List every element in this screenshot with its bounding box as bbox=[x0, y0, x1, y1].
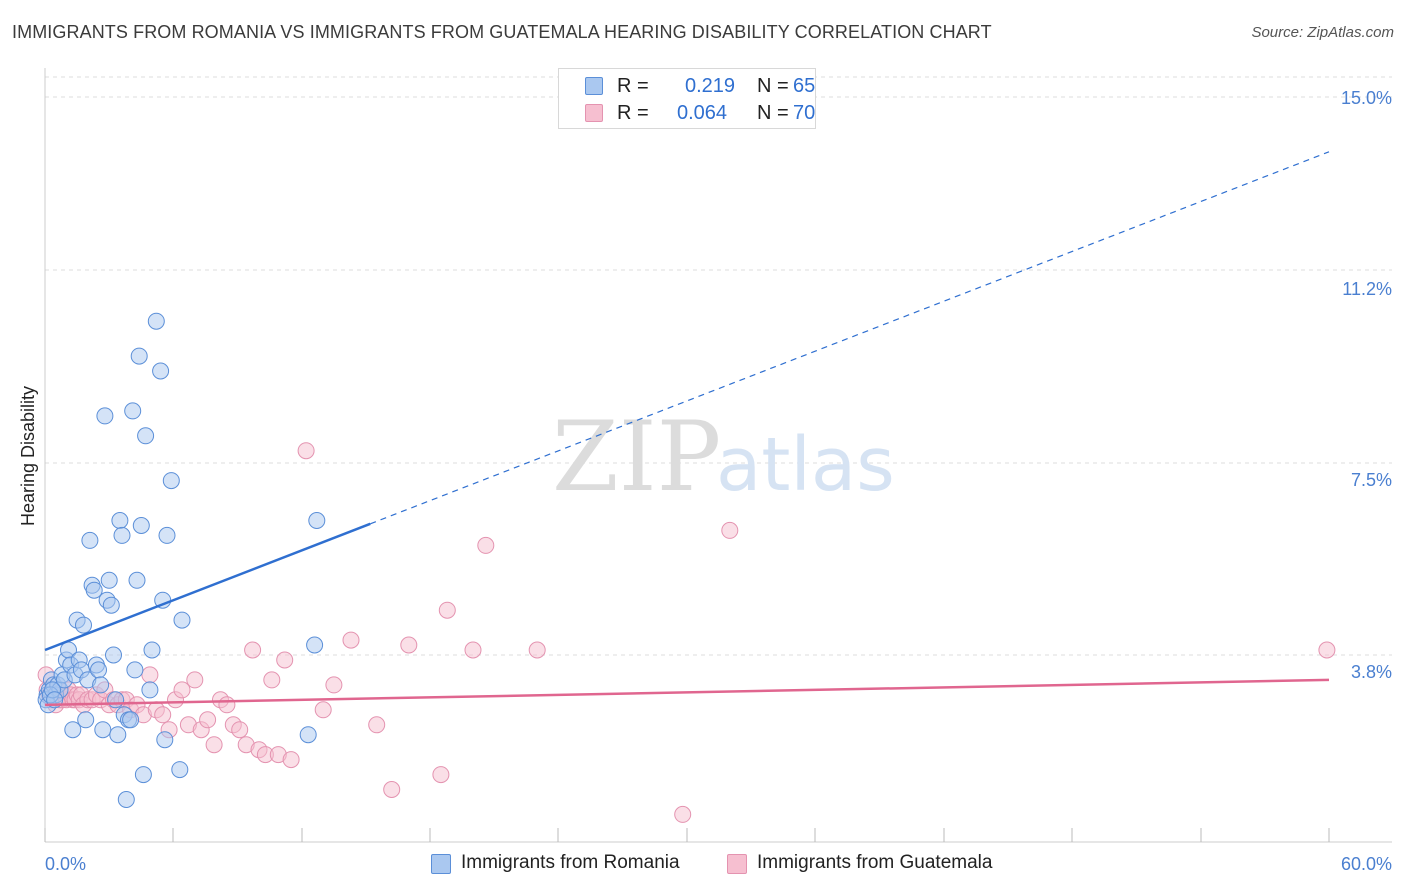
romania-swatch bbox=[585, 77, 603, 95]
guatemala-n-label: N = bbox=[757, 102, 789, 124]
guatemala-point bbox=[314, 701, 332, 719]
romania-legend-swatch bbox=[431, 854, 451, 874]
y-tick-label-15: 15.0% bbox=[1341, 88, 1392, 108]
x-tick-label-0: 0.0% bbox=[45, 854, 86, 874]
guatemala-point bbox=[205, 736, 223, 754]
trend-lines bbox=[44, 151, 1330, 707]
romania-point bbox=[64, 721, 82, 739]
romania-point bbox=[122, 711, 140, 729]
romania-point bbox=[96, 407, 114, 425]
y-axis-label: Hearing Disability bbox=[18, 386, 38, 526]
romania-n-label: N = bbox=[757, 75, 789, 97]
guatemala-point bbox=[282, 751, 300, 769]
romania-point bbox=[94, 721, 112, 739]
romania-point bbox=[143, 641, 161, 659]
guatemala-point bbox=[721, 521, 739, 539]
guatemala-point bbox=[276, 651, 294, 669]
guatemala-point bbox=[438, 601, 456, 619]
guatemala-point bbox=[464, 641, 482, 659]
romania-point bbox=[75, 616, 92, 634]
guatemala-trend-line bbox=[44, 678, 1330, 707]
romania-point bbox=[111, 512, 129, 529]
romania-point bbox=[173, 611, 191, 629]
guatemala-point bbox=[154, 706, 172, 724]
guatemala-r-label: R = bbox=[617, 102, 649, 124]
guatemala-point bbox=[244, 641, 262, 659]
romania-point bbox=[90, 661, 107, 679]
romania-point bbox=[77, 711, 95, 729]
guatemala-point bbox=[1318, 641, 1336, 659]
guatemala-point bbox=[325, 676, 343, 694]
guatemala-point bbox=[368, 716, 386, 734]
romania-point bbox=[306, 636, 324, 654]
guatemala-point bbox=[199, 711, 217, 729]
romania-point bbox=[124, 402, 142, 420]
romania-point bbox=[147, 312, 165, 330]
romania-point bbox=[152, 362, 170, 380]
watermark-zip: ZIP bbox=[552, 401, 721, 513]
romania-point bbox=[81, 531, 99, 549]
guatemala-point bbox=[342, 631, 360, 649]
guatemala-point bbox=[674, 805, 692, 823]
guatemala-point bbox=[432, 766, 450, 784]
guatemala-point bbox=[141, 666, 159, 684]
x-axis-ticks bbox=[44, 828, 1330, 842]
guatemala-point bbox=[528, 641, 546, 659]
guatemala-point bbox=[400, 636, 418, 654]
romania-r-value: 0.219 bbox=[685, 75, 736, 97]
x-tick-label-60: 60.0% bbox=[1341, 854, 1392, 874]
romania-r-label: R = bbox=[617, 75, 649, 97]
romania-point bbox=[162, 472, 180, 490]
y-tick-label-11-2: 11.2% bbox=[1342, 279, 1392, 299]
y-tick-label-7-5: 7.5% bbox=[1351, 470, 1392, 490]
guatemala-point bbox=[173, 681, 191, 699]
romania-points bbox=[37, 312, 326, 808]
romania-point bbox=[126, 661, 144, 679]
chart-title: IMMIGRANTS FROM ROMANIA VS IMMIGRANTS FR… bbox=[12, 22, 992, 42]
romania-n-value: 65 bbox=[793, 75, 816, 97]
romania-point bbox=[100, 571, 118, 589]
guatemala-r-value: 0.064 bbox=[677, 102, 728, 124]
romania-point bbox=[299, 726, 317, 744]
source-credit: Source: ZipAtlas.com bbox=[1251, 24, 1394, 41]
guatemala-swatch bbox=[585, 104, 603, 122]
y-tick-label-3-8: 3.8% bbox=[1351, 662, 1392, 682]
romania-point bbox=[134, 766, 152, 784]
guatemala-point bbox=[263, 671, 281, 689]
romania-point bbox=[171, 761, 189, 779]
romania-trend-line bbox=[44, 522, 371, 652]
romania-point bbox=[141, 681, 159, 699]
guatemala-point bbox=[477, 536, 495, 554]
romania-point bbox=[109, 726, 127, 744]
romania-point bbox=[158, 526, 176, 544]
guatemala-point bbox=[231, 721, 249, 739]
romania-point bbox=[113, 526, 131, 544]
guatemala-n-value: 70 bbox=[793, 102, 816, 124]
gridlines bbox=[45, 76, 1392, 656]
romania-point bbox=[156, 731, 174, 749]
guatemala-point bbox=[383, 781, 401, 798]
romania-point bbox=[117, 791, 135, 808]
romania-point bbox=[105, 646, 122, 664]
guatemala-legend-swatch bbox=[727, 854, 747, 874]
stats-legend: R = 0.219 N = 65 R = 0.064 N = 70 bbox=[558, 68, 816, 129]
guatemala-point bbox=[297, 442, 315, 460]
romania-point bbox=[102, 596, 120, 614]
romania-point bbox=[92, 676, 110, 694]
guatemala-legend-label: Immigrants from Guatemala bbox=[757, 852, 993, 873]
romania-point bbox=[130, 347, 148, 365]
watermark-atlas: atlas bbox=[716, 422, 895, 508]
romania-point bbox=[85, 581, 103, 599]
guatemala-point bbox=[186, 671, 204, 689]
romania-point bbox=[107, 691, 125, 709]
romania-point bbox=[128, 571, 146, 589]
romania-point bbox=[137, 427, 155, 445]
romania-legend-label: Immigrants from Romania bbox=[461, 852, 680, 873]
romania-point bbox=[308, 512, 326, 529]
romania-point bbox=[132, 517, 150, 534]
guatemala-point bbox=[218, 696, 236, 714]
